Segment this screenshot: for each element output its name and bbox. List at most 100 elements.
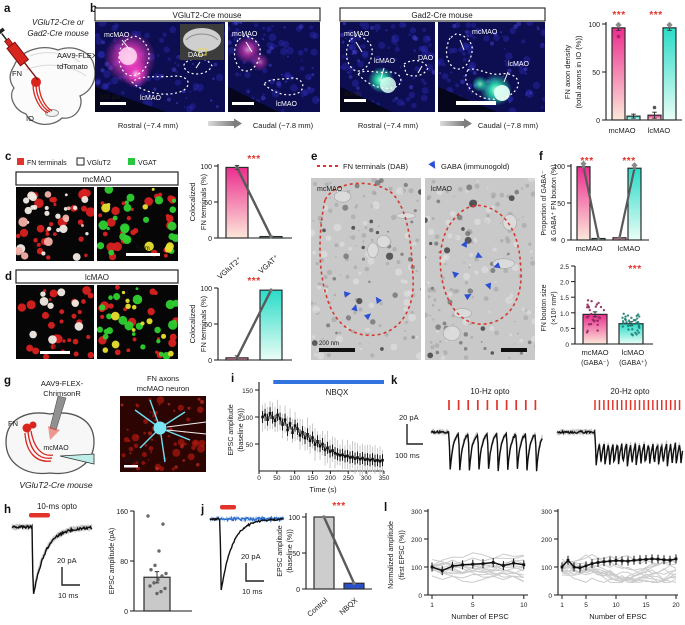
scale-bar-2 — [232, 102, 254, 105]
panel-k-letter: k — [391, 375, 398, 387]
j-traces — [209, 514, 285, 591]
scale-label: 300 µm — [100, 95, 120, 101]
d-ytick-50: 50 — [204, 322, 212, 329]
i-xt-300: 300 — [361, 475, 372, 482]
vglut2-header: VGluT2-Cre mouse — [173, 11, 242, 20]
f2-yt-10: 1.0 — [560, 311, 569, 318]
panel-c-letter: c — [5, 151, 12, 163]
lcmao-pointer-4 — [503, 71, 509, 83]
e-scale-bar-1 — [319, 348, 355, 352]
c-ylabel-2: FN terminals (%) — [199, 173, 208, 230]
l-plot1-frame: 300 200 100 0 1 5 10 Number of EPSC — [411, 509, 528, 621]
d-header: lcMAO — [85, 273, 109, 282]
dao-pointer-3 — [417, 65, 423, 74]
vglut2-rostral-annotations: mcMAO lcMAO DAO 300 µm — [100, 24, 224, 105]
g-mouse-label: VGluT2-Cre mouse — [19, 480, 92, 490]
f1-chart-bars — [576, 160, 642, 241]
soma — [153, 421, 167, 435]
panel-l: l Normalized amplitude (first EPSC (%)) … — [384, 502, 680, 621]
c-header-box — [15, 171, 179, 186]
b-ytick-100: 100 — [588, 22, 600, 29]
mcmao-pointer-3 — [355, 41, 363, 53]
b-cat-lcmao: lcMAO — [648, 126, 671, 135]
panel-c: c FN terminals VGluT2 VGAT mcMAO 5 µm — [5, 151, 179, 261]
h-scale-h: 10 ms — [58, 591, 79, 600]
g-scale-bar — [124, 465, 138, 468]
io-label: IO — [26, 114, 34, 123]
dab-bouton-outline-2 — [439, 204, 522, 325]
mouse-line-title-1: VGluT2-Cre or — [32, 18, 84, 27]
fn-axon-path-3 — [24, 432, 52, 462]
scale-bar — [100, 102, 126, 105]
e-scale-label: 200 nm — [319, 341, 339, 347]
k-traces — [430, 427, 684, 472]
panel-l-letter: l — [384, 502, 387, 514]
lcmao-pointer-3 — [380, 67, 385, 79]
opto-light-cone — [48, 426, 60, 440]
panel-e: e FN terminals (DAB) GABA (immunogold) m… — [311, 151, 535, 360]
dao-outline — [183, 57, 213, 75]
lcmao-label-3: lcMAO — [374, 58, 396, 65]
atlas-box — [198, 48, 207, 56]
h-yt-160: 160 — [116, 509, 128, 516]
dendrites — [134, 399, 191, 463]
panel-a-letter: a — [4, 3, 11, 15]
f2-sig: *** — [628, 264, 641, 275]
legend-vglut2: VGluT2 — [87, 160, 111, 167]
d-header-box — [15, 269, 179, 284]
panel-d: d lcMAO 5 µm — [5, 269, 179, 359]
j-yt-50: 50 — [292, 551, 300, 558]
dao-label: DAO — [188, 52, 204, 59]
panel-e-letter: e — [311, 151, 317, 163]
brain-outline — [9, 47, 96, 125]
b-ylabel-2: (total axons in IO (%)) — [574, 35, 583, 108]
scale-label-3: 300 µm — [344, 92, 364, 98]
scale-bar-3 — [344, 99, 366, 102]
gad2-header: Gad2-Cre mouse — [411, 11, 473, 20]
dao-label-3: DAO — [418, 55, 434, 62]
brain-folia-line-2 — [25, 64, 87, 77]
rostral-caudal-arrow-2 — [440, 121, 464, 126]
panel-a: a VGluT2-Cre or Gad2-Cre mouse FN IO AAV… — [0, 3, 100, 125]
h-trace — [11, 522, 93, 594]
j-ylabel-1: EPSC amplitude — [277, 525, 284, 576]
g-scale-label: 10 µm — [124, 458, 141, 464]
l2-yt-100: 100 — [541, 565, 552, 572]
c-ytick-50: 50 — [204, 200, 212, 207]
legend-gaba-gold: GABA (immunogold) — [441, 162, 510, 171]
panel-b: b VGluT2-Cre mouse mcMAO lcMAO DAO 300 µ… — [90, 3, 546, 130]
mcmao-label-3: mcMAO — [344, 31, 370, 38]
l1-yt-0: 0 — [418, 593, 422, 600]
c-ytick-0: 0 — [208, 236, 212, 243]
xlabel-vgat: VGAT⁺ — [257, 253, 281, 276]
l2-xt-15: 15 — [642, 602, 650, 609]
k-scale-v: 20 pA — [399, 413, 419, 422]
neuron-overlay: 10 µm — [124, 399, 207, 468]
i-xt-200: 200 — [325, 475, 336, 482]
legend-swatch-vgat — [128, 158, 135, 165]
f2-yticks — [571, 265, 575, 345]
l2-yt-300: 300 — [541, 509, 552, 516]
b-cat-mcmao: mcMAO — [608, 126, 635, 135]
f2-ylabel-1: FN bouton size — [541, 284, 548, 331]
f1-ytick-100: 100 — [553, 164, 565, 171]
c-ytick-100: 100 — [200, 164, 212, 171]
panel-j: j 20 pA 10 ms *** EPSC amplitude (baseli… — [200, 501, 372, 619]
d-ylabel-2: FN terminals (%) — [199, 295, 208, 352]
j-scale-v: 20 pA — [241, 552, 261, 561]
l2-xlabel: Number of EPSC — [589, 612, 647, 621]
f2-cat-mcmao: mcMAO — [581, 348, 608, 357]
caudal-label-2: Caudal (−7.8 mm) — [478, 121, 539, 130]
arrowhead-1 — [234, 118, 242, 129]
nbqx-label: NBQX — [326, 388, 349, 397]
c-ylabel-1: Colocalized — [188, 183, 197, 222]
mcmao-pointer-4 — [459, 39, 465, 51]
b-ytick-0: 0 — [596, 118, 600, 125]
k-opto2-label: 20-Hz opto — [610, 387, 650, 396]
f2-yt-15: 1.5 — [560, 295, 569, 302]
f1-ytick-0: 0 — [561, 238, 565, 245]
b-ylabel-1: FN axon density — [563, 45, 572, 99]
sig-mcmao: *** — [612, 10, 625, 21]
j-opto-bar — [220, 505, 236, 510]
fluoro-image-mcmao-neuron — [120, 396, 206, 472]
